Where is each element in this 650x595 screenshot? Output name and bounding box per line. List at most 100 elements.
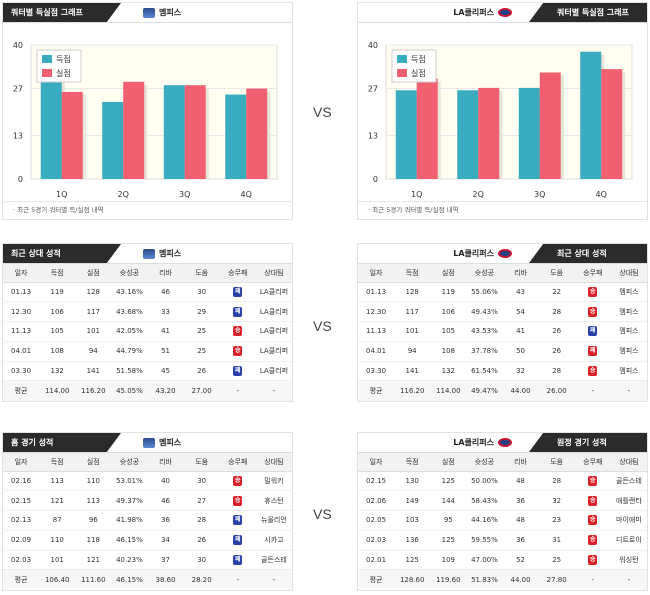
average-cell: 49.47% [466, 380, 503, 401]
loss-badge-icon: 승 [588, 475, 598, 486]
win-badge-icon: 패 [588, 326, 598, 337]
result-cell: 승 [574, 510, 611, 531]
table-cell: 33 [147, 301, 184, 323]
section-title: 홈 경기 성적 [3, 433, 121, 452]
average-cell: 44.00 [502, 569, 539, 590]
table-row: 03.30 141 132 61.54% 32 28 승 멤피스 [358, 361, 647, 382]
average-cell: 111.60 [75, 569, 112, 590]
column-header: 슛성공 [466, 453, 503, 472]
result-cell: 승 [219, 471, 256, 492]
column-header: 리바 [502, 264, 539, 283]
table-header-row: 일자 득점 실점 슛성공 리바 도움 승무패 상대팀 [3, 264, 292, 283]
table-cell: 시카고 [255, 530, 292, 551]
column-header: 도움 [183, 264, 220, 283]
table-cell: 95 [430, 510, 467, 531]
table-cell: 130 [394, 471, 431, 492]
vs-label: VS [313, 506, 332, 522]
table-row: 04.01 108 94 44.79% 51 25 승 LA클리퍼 [3, 341, 292, 362]
legend-label: 득점 [411, 54, 426, 64]
column-header: 리바 [147, 264, 184, 283]
bar-score [518, 87, 540, 179]
table-cell: LA클리퍼 [255, 282, 292, 303]
average-cell: 114.00 [430, 380, 467, 401]
table-cell: 144 [430, 490, 467, 512]
table-cell: 31 [538, 530, 575, 551]
column-header: 승무패 [219, 453, 256, 472]
table-cell: 47.00% [466, 550, 503, 571]
y-tick-label: 0 [373, 175, 378, 184]
table-row: 11.13 101 105 43.53% 41 26 패 멤피스 [358, 321, 647, 342]
table-cell: 119 [430, 282, 467, 303]
table-cell: 02.01 [358, 550, 395, 571]
table-cell: 44.16% [466, 510, 503, 531]
table-row: 01.13 119 128 43.16% 46 30 패 LA클리퍼 [3, 282, 292, 303]
table-cell: 11.13 [3, 321, 40, 342]
table-row: 02.01 125 109 47.00% 52 25 승 워싱턴 [358, 550, 647, 571]
average-cell: 38.60 [147, 569, 184, 590]
table-cell: 125 [430, 471, 467, 492]
table-cell: 45 [147, 361, 184, 382]
team-label: 멤피스 [159, 249, 182, 258]
table-cell: 49.43% [466, 301, 503, 323]
table-cell: 52 [502, 550, 539, 571]
panel-header: 홈 경기 성적 멤피스 [3, 433, 292, 453]
bar-allowed [601, 69, 623, 179]
column-header: 실점 [430, 453, 467, 472]
average-cell: 평균 [358, 569, 395, 590]
table-cell: 34 [147, 530, 184, 551]
table-cell: 41.98% [111, 510, 148, 531]
result-cell: 패 [219, 361, 256, 382]
table-cell: LA클리퍼 [255, 361, 292, 382]
bar-score [40, 79, 62, 179]
table-cell: 25 [538, 550, 575, 571]
away-panel-right: LA클리퍼스 원정 경기 성적 일자 득점 실점 슛성공 리바 도움 승무패 상대팀 02.15… [357, 432, 648, 591]
team-name: LA클리퍼스 [453, 248, 512, 259]
legend-label: 득점 [56, 54, 71, 64]
recent-panel-right: LA클리퍼스 최근 상대 성적 일자 득점 실점 슛성공 리바 도움 승무패 상대팀 01.13… [357, 243, 648, 402]
table-cell: 30 [183, 282, 220, 303]
bar-allowed [478, 87, 500, 179]
column-header: 실점 [430, 264, 467, 283]
table-cell: 워싱턴 [610, 550, 647, 571]
average-row: 평균 106.40 111.60 46.15% 38.60 28.20- - [3, 569, 292, 590]
chart-note: · 최근 5경기 쿼터별 득/실점 내역 [3, 201, 292, 219]
team-name: 멤피스 [143, 248, 181, 259]
column-header: 슛성공 [466, 264, 503, 283]
table-cell: 109 [430, 550, 467, 571]
table-cell: 37 [147, 550, 184, 571]
team-label: 멤피스 [159, 438, 182, 447]
table-cell: 04.01 [3, 341, 40, 362]
table-cell: 40 [147, 471, 184, 492]
average-row: 평균 114.00 116.20 45.05% 43.20 27.00- - [3, 380, 292, 401]
average-cell: 43.20 [147, 380, 184, 401]
table-cell: 02.15 [358, 471, 395, 492]
loss-badge-icon: 승 [588, 535, 598, 546]
table-cell: 87 [39, 510, 76, 531]
table-cell: 51 [147, 341, 184, 362]
table-row: 04.01 94 108 37.78% 50 26 패 멤피스 [358, 341, 647, 362]
y-tick-label: 13 [13, 131, 23, 140]
panel-header: 최근 상대 성적 멤피스 [3, 244, 292, 264]
result-cell: 패 [574, 321, 611, 342]
table-cell: 애틀랜타 [610, 490, 647, 512]
table-cell: 108 [39, 341, 76, 362]
quarter-chart-panel-left: 쿼터별 득실점 그래프 멤피스 0 13 27 40 1Q 2Q 3Q 4Q 득점 실점 · 최근… [2, 2, 293, 220]
table-row: 01.13 128 119 55.06% 43 22 승 멤피스 [358, 282, 647, 303]
legend-label: 실점 [56, 68, 71, 78]
table-cell: 119 [39, 282, 76, 303]
table-cell: 26 [538, 341, 575, 362]
y-tick-label: 27 [13, 85, 23, 94]
table-cell: 멤피스 [610, 301, 647, 323]
table-cell: 22 [538, 282, 575, 303]
table-cell: 02.03 [3, 550, 40, 571]
table-cell: 113 [39, 471, 76, 492]
clippers-logo-icon [498, 438, 512, 447]
table-cell: 110 [39, 530, 76, 551]
panel-header: LA클리퍼스 쿼터별 득실점 그래프 [358, 3, 647, 23]
column-header: 도움 [183, 453, 220, 472]
average-cell: 44.00 [502, 380, 539, 401]
table-cell: 02.06 [358, 490, 395, 512]
table-cell: 46 [147, 490, 184, 512]
loss-badge-icon: 승 [233, 495, 243, 506]
table-cell: 51.58% [111, 361, 148, 382]
